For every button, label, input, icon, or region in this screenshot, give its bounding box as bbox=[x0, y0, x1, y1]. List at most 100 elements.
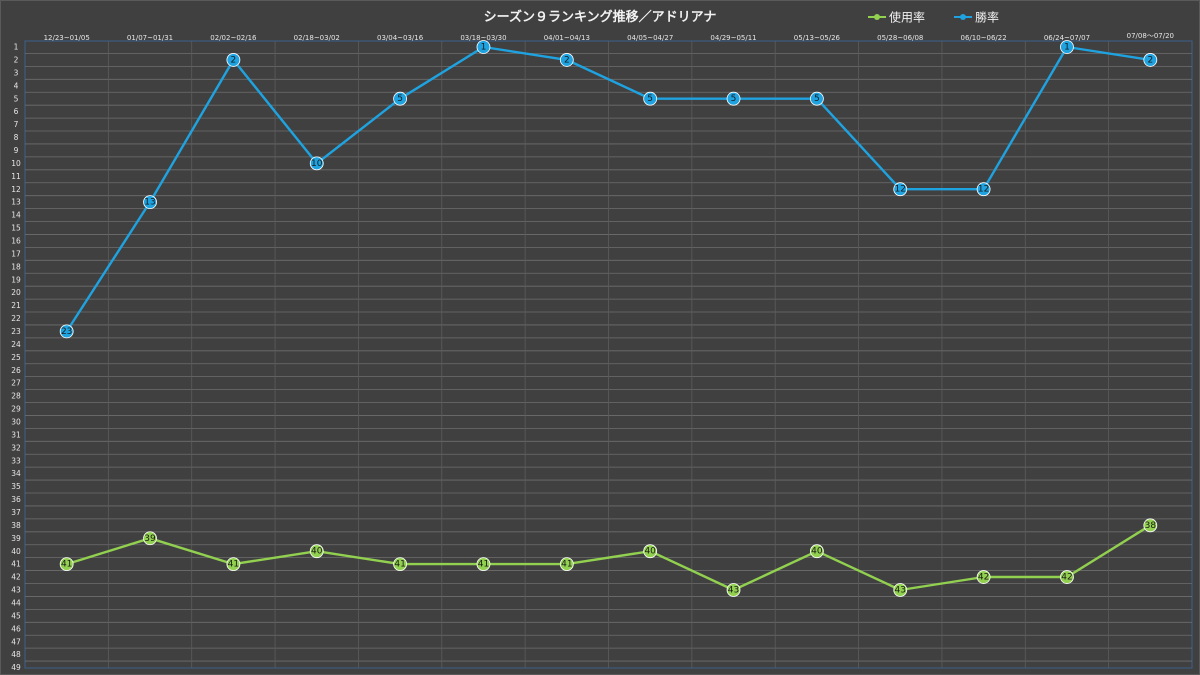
y-tick-label: 3 bbox=[14, 68, 19, 77]
data-point bbox=[1060, 570, 1074, 584]
y-tick-label: 22 bbox=[11, 314, 21, 323]
data-label: 40 bbox=[644, 547, 656, 557]
series-line-2 bbox=[65, 45, 1151, 333]
y-tick-label: 16 bbox=[11, 237, 21, 246]
data-label: 23 bbox=[61, 327, 72, 337]
y-tick-label: 30 bbox=[11, 418, 21, 427]
y-tick-label: 18 bbox=[11, 262, 21, 271]
data-point bbox=[393, 91, 408, 106]
data-label: 40 bbox=[811, 547, 823, 557]
x-tick-label: 02/02~02/16 bbox=[210, 34, 257, 42]
y-tick-label: 1 bbox=[14, 43, 19, 52]
y-tick-label: 43 bbox=[11, 586, 21, 595]
x-tick-label: 05/28~06/08 bbox=[877, 34, 923, 42]
y-tick-label: 6 bbox=[14, 107, 19, 116]
y-tick-label: 36 bbox=[11, 495, 21, 504]
y-tick-label: 31 bbox=[11, 430, 21, 439]
data-label: 41 bbox=[394, 560, 405, 570]
x-tick-label: 03/04~03/16 bbox=[377, 34, 424, 42]
data-label: 2 bbox=[231, 55, 237, 65]
y-tick-label: 7 bbox=[14, 120, 19, 129]
y-tick-label: 27 bbox=[11, 379, 21, 388]
y-tick-label: 29 bbox=[11, 405, 21, 414]
data-label: 40 bbox=[311, 547, 323, 557]
data-point bbox=[59, 324, 74, 339]
legend-label-2: 勝率 bbox=[975, 10, 999, 25]
y-tick-label: 11 bbox=[11, 172, 21, 181]
data-label: 13 bbox=[144, 198, 155, 208]
y-tick-label: 37 bbox=[11, 508, 21, 517]
data-point bbox=[976, 182, 991, 197]
data-label: 42 bbox=[1061, 573, 1072, 583]
y-tick-label: 26 bbox=[11, 366, 21, 375]
y-tick-label: 19 bbox=[11, 275, 21, 284]
y-tick-label: 47 bbox=[11, 637, 21, 646]
legend-marker-2 bbox=[960, 14, 966, 20]
data-point bbox=[143, 195, 157, 210]
y-tick-label: 2 bbox=[14, 56, 19, 65]
y-tick-label: 17 bbox=[11, 249, 21, 258]
y-tick-label: 9 bbox=[14, 146, 19, 155]
x-tick-label: 06/24~07/07 bbox=[1044, 34, 1090, 42]
y-tick-label: 13 bbox=[11, 198, 21, 207]
y-tick-label: 42 bbox=[11, 573, 21, 582]
data-point bbox=[559, 557, 574, 572]
data-point bbox=[726, 91, 741, 106]
y-tick-label: 23 bbox=[11, 327, 21, 336]
y-tick-label: 8 bbox=[14, 133, 19, 142]
y-tick-label: 38 bbox=[11, 521, 21, 530]
y-tick-label: 5 bbox=[14, 94, 19, 103]
x-tick-label: 04/29~05/11 bbox=[710, 34, 756, 42]
data-point bbox=[309, 544, 324, 559]
data-label: 41 bbox=[228, 560, 239, 570]
data-point bbox=[476, 40, 491, 54]
data-label: 5 bbox=[814, 94, 820, 104]
data-point bbox=[143, 531, 157, 546]
x-tick-label: 04/01~04/13 bbox=[544, 34, 590, 42]
data-point bbox=[643, 544, 658, 559]
data-label: 43 bbox=[895, 585, 906, 595]
data-label: 41 bbox=[61, 560, 72, 570]
data-point bbox=[226, 53, 241, 67]
x-tick-label: 12/23~01/05 bbox=[44, 34, 90, 42]
y-tick-label: 35 bbox=[11, 482, 21, 491]
data-label: 12 bbox=[978, 185, 989, 195]
y-tick-label: 21 bbox=[11, 301, 21, 310]
y-tick-label: 15 bbox=[11, 224, 21, 233]
legend: 使用率 勝率 bbox=[868, 10, 999, 25]
data-label: 5 bbox=[397, 94, 403, 104]
y-tick-label: 24 bbox=[11, 340, 21, 349]
y-tick-label: 40 bbox=[11, 547, 21, 556]
x-tick-label: 03/18~03/30 bbox=[460, 34, 506, 42]
data-label: 12 bbox=[895, 185, 906, 195]
data-label: 42 bbox=[978, 573, 989, 583]
data-label: 38 bbox=[1145, 521, 1157, 531]
y-tick-label: 46 bbox=[11, 624, 21, 633]
y-tick-label: 49 bbox=[11, 663, 21, 672]
grid bbox=[24, 40, 1193, 669]
y-tick-label: 32 bbox=[11, 443, 21, 452]
y-tick-label: 48 bbox=[11, 650, 21, 659]
data-point bbox=[893, 583, 908, 597]
y-tick-label: 45 bbox=[11, 611, 21, 620]
x-tick-label: 07/08～07/20 bbox=[1127, 32, 1174, 40]
data-point bbox=[393, 557, 408, 572]
series-1: 41 39 41 40 41 41 41 40 43 40 43 42 42 38 bbox=[59, 518, 1158, 597]
x-axis-ticks: 12/23~01/05 01/07~01/31 02/02~02/16 02/18~0… bbox=[44, 32, 1174, 42]
y-tick-label: 20 bbox=[11, 288, 21, 297]
data-point bbox=[809, 91, 824, 106]
data-point bbox=[226, 557, 241, 572]
data-point bbox=[476, 557, 491, 572]
data-label: 2 bbox=[564, 55, 570, 65]
x-tick-label: 06/10~06/22 bbox=[960, 34, 1006, 42]
data-label: 1 bbox=[1064, 43, 1070, 53]
legend-label-1: 使用率 bbox=[889, 10, 925, 25]
data-point bbox=[1143, 518, 1158, 533]
y-tick-label: 4 bbox=[14, 81, 19, 90]
data-point bbox=[559, 53, 574, 67]
data-label: 5 bbox=[731, 94, 737, 104]
y-tick-label: 44 bbox=[11, 598, 21, 607]
legend-marker-1 bbox=[874, 14, 880, 20]
